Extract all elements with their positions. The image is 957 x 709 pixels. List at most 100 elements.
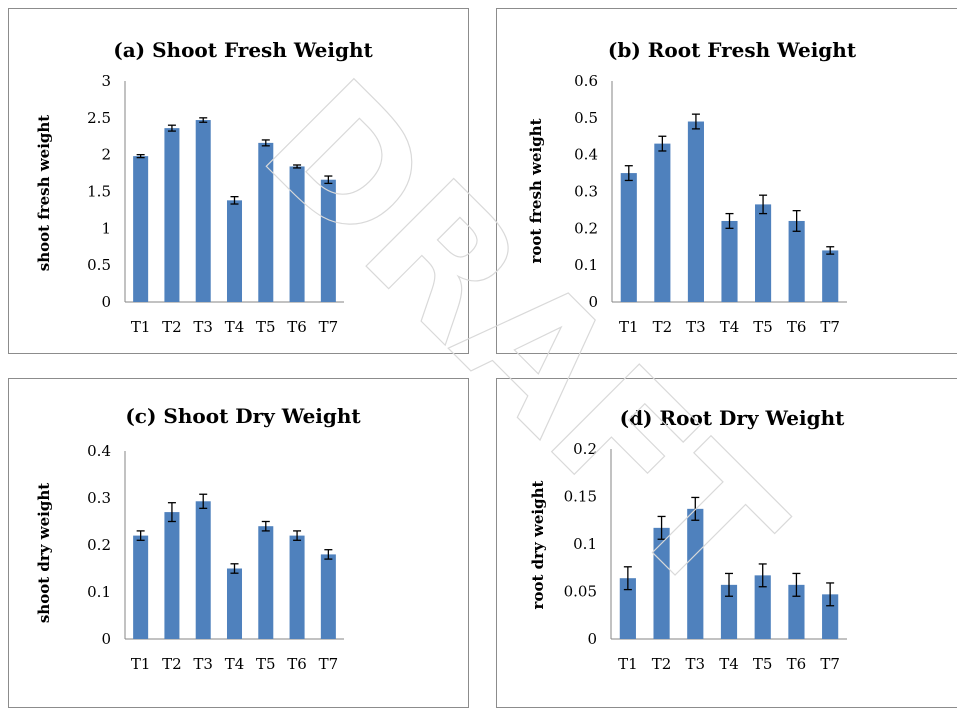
chart-shoot-dry-weight: (c) Shoot Dry Weight shoot dry weight 0 0… [35,404,361,673]
x-tick-label: T6 [287,318,307,336]
bar-t7 [320,554,336,639]
y-tick-label: 2.5 [87,109,111,127]
bar-t1 [619,578,636,639]
bar-t6 [788,584,805,639]
x-tick-label: T1 [619,318,639,336]
error-bar-t7 [826,582,835,607]
bar-t5 [755,204,772,302]
x-tick-label: T5 [256,318,276,336]
error-bar-t6 [293,164,302,169]
error-bar-t6 [792,572,801,597]
x-tick-label: T3 [193,318,213,336]
y-tick-label: 0.05 [564,583,597,601]
x-tick-label: T6 [787,655,807,673]
x-tick-label: T5 [753,655,773,673]
bar-t2 [653,527,670,639]
y-tick-label: 0.6 [574,72,598,90]
y-tick-label: 1.5 [87,183,111,201]
chart-title: (a) Shoot Fresh Weight [113,38,373,62]
error-bar-t2 [167,124,176,132]
x-tick-label: T1 [131,318,151,336]
y-tick-label: 0.4 [574,146,598,164]
bar-t3 [195,501,211,639]
bar-t3 [195,120,211,302]
y-tick-label: 3 [101,72,111,90]
error-bar-t1 [136,530,145,541]
bar-t4 [721,220,738,302]
chart-shoot-fresh-weight: (a) Shoot Fresh Weight shoot fresh weigh… [35,38,374,336]
y-tick-label: 0.1 [87,583,111,601]
error-bar-t1 [136,154,145,159]
error-bar-t4 [230,563,239,574]
error-bar-t4 [725,572,733,597]
error-bar-t5 [261,139,270,147]
y-tick-label: 0.4 [87,442,111,460]
chart-title: (b) Root Fresh Weight [608,38,857,62]
error-bar-t7 [324,549,333,560]
chart-panel-root-dry-weight: (d) Root Dry Weight root dry weight 0 0.0… [496,378,957,708]
y-tick-label: 2 [101,146,111,164]
bar-t5 [754,575,771,639]
chart-panel-shoot-fresh-weight: (a) Shoot Fresh Weight shoot fresh weigh… [8,8,469,354]
error-bar-t3 [199,117,208,123]
y-tick-label: 0.2 [87,536,111,554]
y-tick-label: 0.2 [573,440,597,458]
error-bar-t2 [167,502,176,523]
x-tick-label: T7 [820,318,840,336]
x-tick-label: T3 [686,318,706,336]
error-bar-t2 [658,135,667,152]
bar-t1 [620,173,637,302]
error-bar-t4 [725,212,734,229]
y-axis-label: root fresh weight [527,118,545,263]
error-bar-t2 [657,515,666,540]
y-tick-label: 0 [101,293,111,311]
bar-t7 [822,250,839,302]
bar-t5 [258,526,274,639]
chart-root-fresh-weight: (b) Root Fresh Weight root fresh weight … [527,38,857,336]
x-tick-label: T4 [720,318,740,336]
bar-t2 [164,512,180,639]
y-tick-label: 0.1 [573,535,597,553]
y-tick-label: 0.5 [87,256,111,274]
error-bar-t5 [759,194,768,215]
bar-t2 [164,128,180,302]
bar-t1 [133,156,149,302]
y-tick-label: 0.15 [564,488,597,506]
chart-root-dry-weight: (d) Root Dry Weight root dry weight 0 0.0… [529,406,847,673]
bar-t2 [654,143,671,302]
x-tick-label: T5 [753,318,773,336]
x-tick-label: T2 [653,318,673,336]
x-tick-label: T6 [287,655,307,673]
chart-panel-shoot-dry-weight: (c) Shoot Dry Weight shoot dry weight 0 0… [8,378,469,708]
y-tick-label: 0 [101,630,111,648]
error-bar-t6 [792,210,801,232]
x-tick-label: T6 [787,318,807,336]
y-tick-label: 0.5 [574,109,598,127]
error-bar-t7 [324,175,333,185]
x-tick-label: T7 [319,655,339,673]
chart-title: (c) Shoot Dry Weight [125,404,361,428]
chart-panel-root-fresh-weight: (b) Root Fresh Weight root fresh weight … [496,8,957,354]
bar-t6 [289,166,305,302]
error-bar-t5 [758,563,767,588]
y-axis-label: shoot fresh weight [35,115,53,272]
x-tick-label: T4 [719,655,739,673]
x-tick-label: T5 [256,655,276,673]
error-bar-t3 [691,496,700,521]
bar-t4 [720,584,738,639]
y-tick-label: 0.1 [574,256,598,274]
y-tick-label: 0.2 [574,219,598,237]
x-tick-label: T7 [319,318,339,336]
bar-t7 [822,594,839,639]
chart-title: (d) Root Dry Weight [620,406,846,430]
error-bar-t1 [623,566,632,591]
x-tick-label: T2 [162,318,182,336]
x-tick-label: T4 [225,318,245,336]
y-tick-label: 0.3 [87,489,111,507]
y-tick-label: 0.3 [574,183,598,201]
x-tick-label: T2 [652,655,672,673]
error-bar-t3 [691,113,700,130]
error-bar-t5 [261,520,270,532]
bar-t3 [687,121,704,303]
bar-t6 [788,220,805,302]
